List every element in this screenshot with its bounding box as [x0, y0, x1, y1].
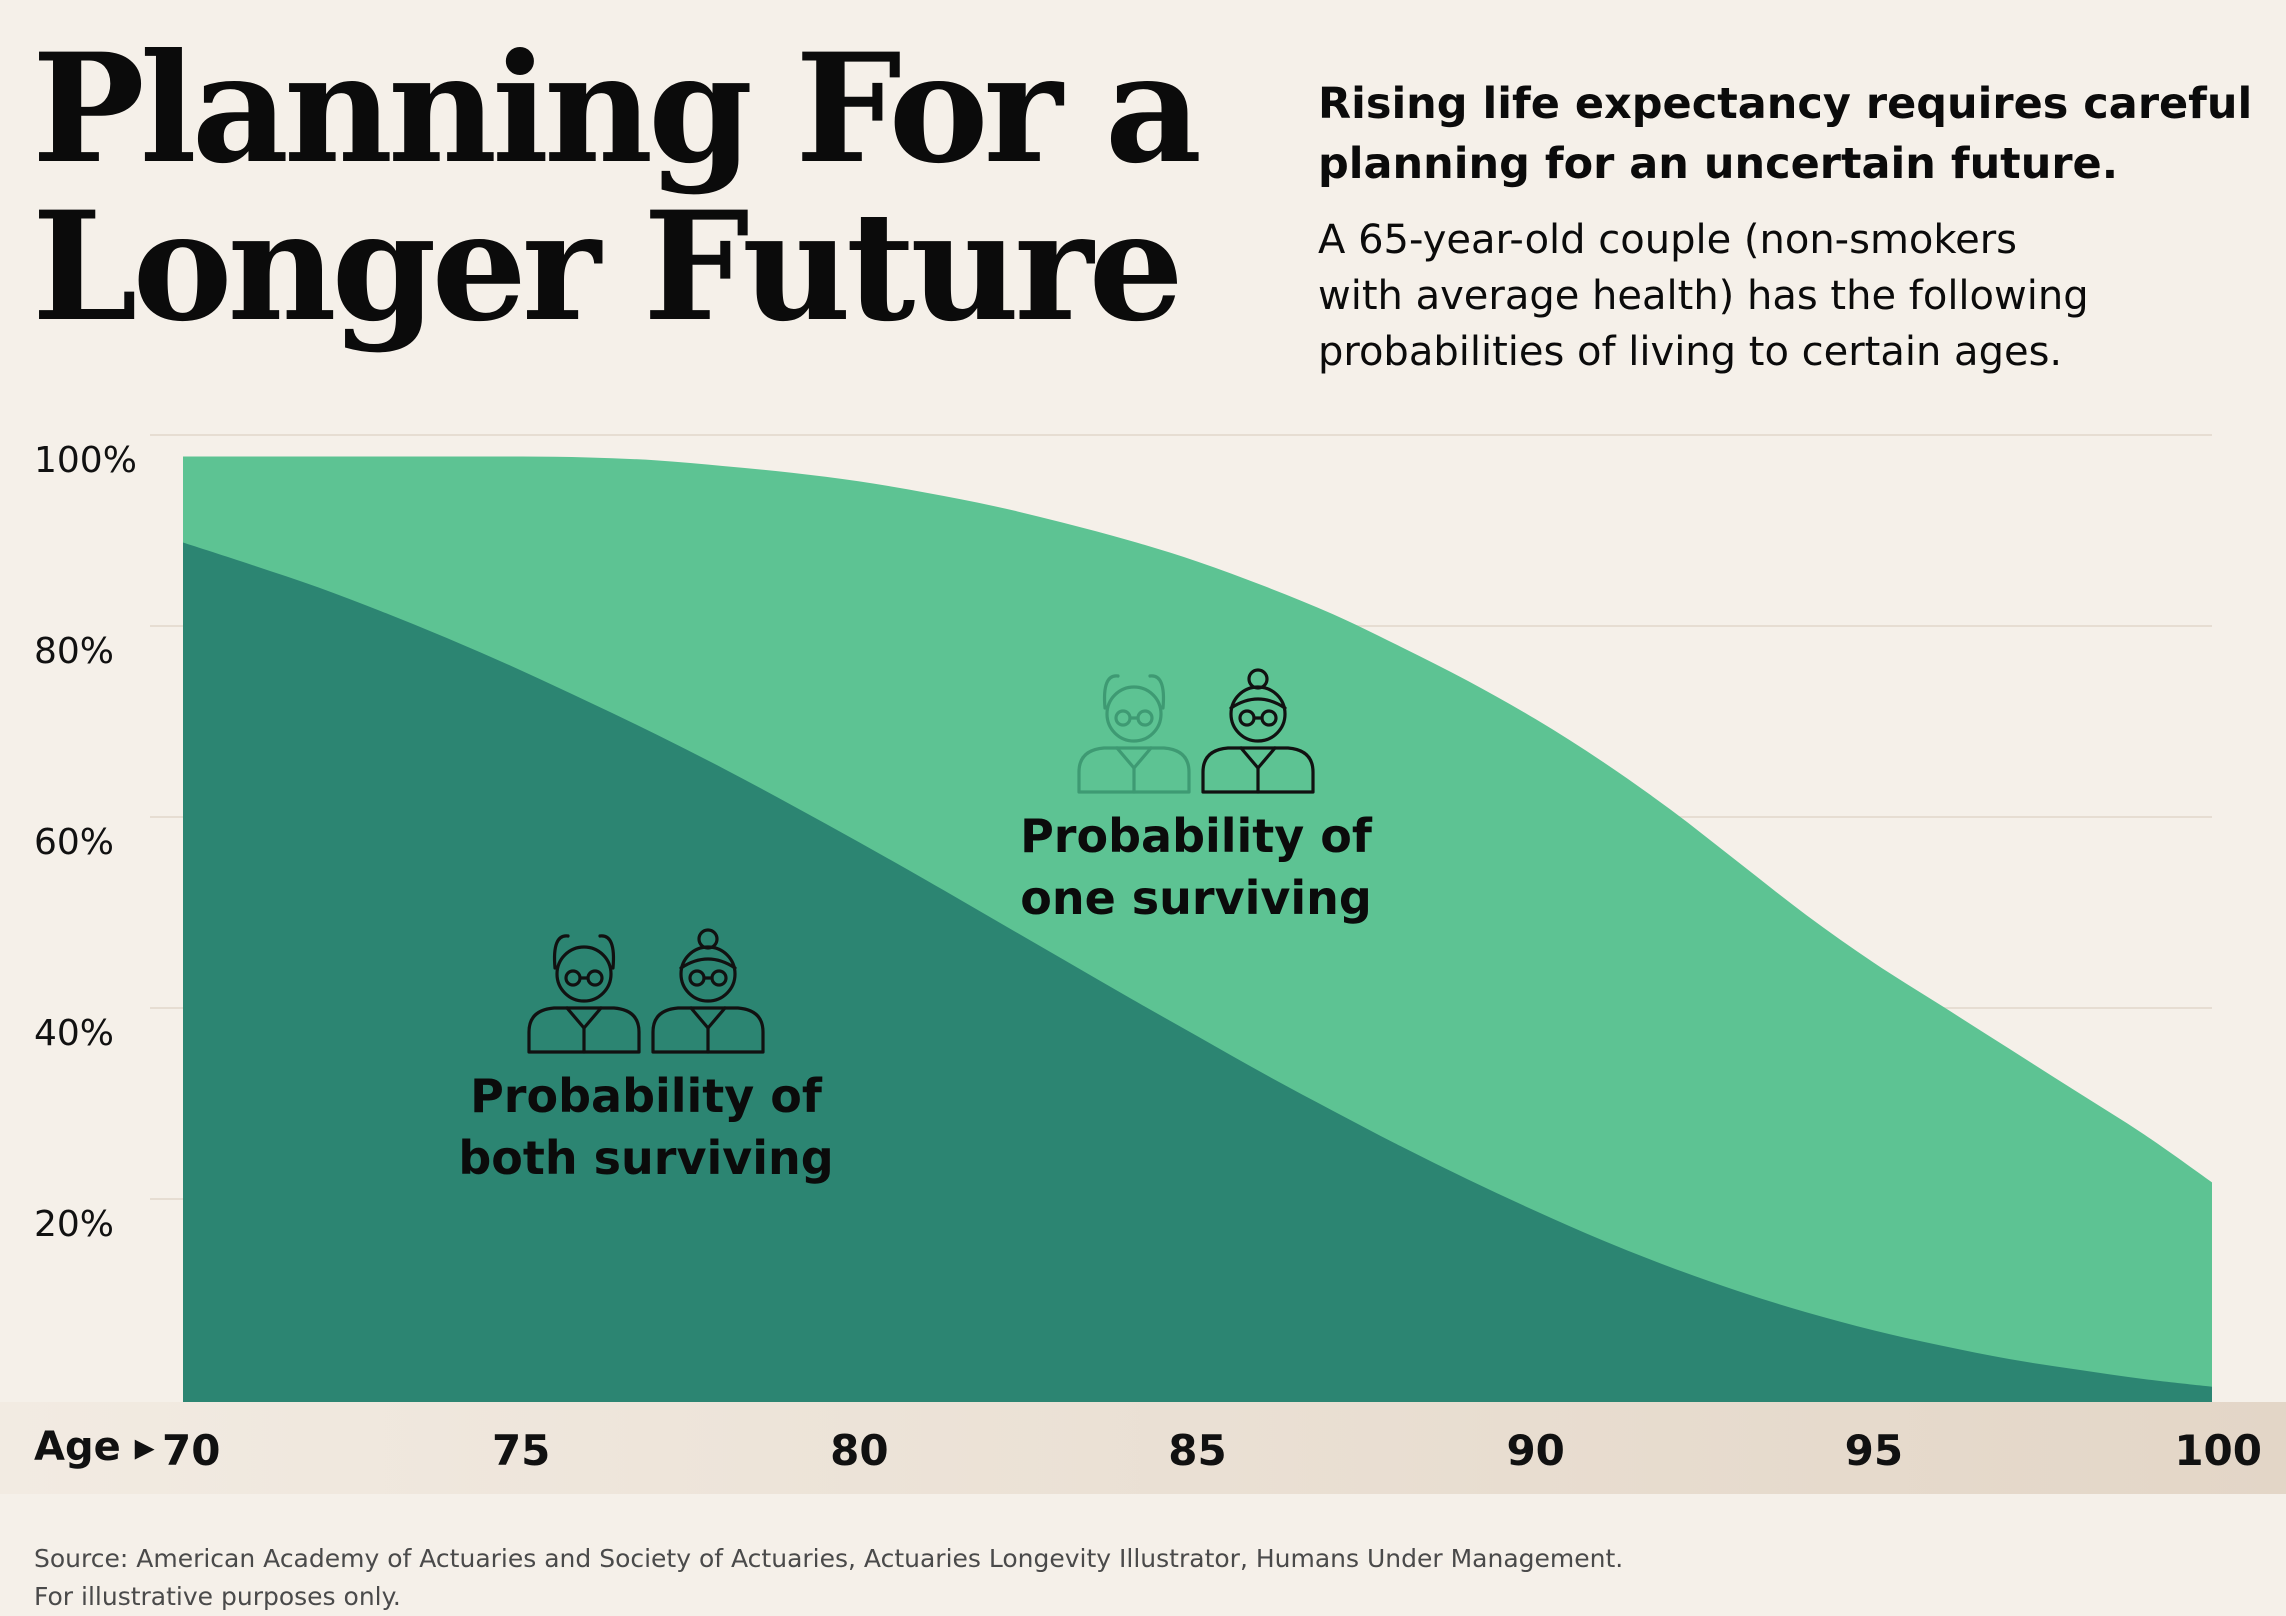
- annotation-label: Probability of: [1020, 809, 1373, 863]
- x-axis-prefix: Age ▸: [34, 1424, 155, 1470]
- x-tick-label: 80: [830, 1426, 888, 1475]
- x-tick-label: 70: [162, 1426, 220, 1475]
- data-areas: [183, 456, 2212, 1402]
- woman-icon: [651, 928, 765, 1054]
- y-tick-label: 40%: [34, 1013, 114, 1054]
- page-title: Planning For a Longer Future: [32, 21, 1202, 355]
- annotation-label: both surviving: [458, 1131, 833, 1185]
- subtitle-line: Rising life expectancy requires careful: [1318, 79, 2253, 129]
- x-axis: Age ▸ 70 75 80 85 90 95 100: [0, 1402, 2286, 1494]
- y-tick-label: 100%: [34, 440, 137, 481]
- annotation-label: Probability of: [470, 1069, 823, 1123]
- description-line: probabilities of living to certain ages.: [1318, 329, 2063, 375]
- description-line: with average health) has the following: [1318, 273, 2089, 319]
- title-line: Longer Future: [32, 179, 1184, 355]
- x-tick-label: 85: [1168, 1426, 1226, 1475]
- x-tick-label: 75: [492, 1426, 550, 1475]
- area-both-surviving: [183, 542, 2212, 1402]
- couple-icon-both-surviving: [527, 928, 765, 1054]
- y-tick-label: 60%: [34, 822, 114, 863]
- annotations: Probability of one surviving Probability o…: [458, 668, 1373, 1185]
- subtitle-line: planning for an uncertain future.: [1318, 139, 2119, 189]
- chart-description: A 65-year-old couple (non-smokers with a…: [1318, 212, 2278, 380]
- x-axis-band: [0, 1402, 2286, 1494]
- woman-icon: [1201, 668, 1315, 794]
- subtitle: Rising life expectancy requires careful …: [1318, 74, 2278, 194]
- source-note: Source: American Academy of Actuaries an…: [34, 1540, 1623, 1616]
- x-tick-label: 100: [2174, 1426, 2262, 1475]
- x-tick-label: 95: [1845, 1426, 1903, 1475]
- title-line: Planning For a: [32, 21, 1202, 197]
- source-line: Source: American Academy of Actuaries an…: [34, 1544, 1624, 1573]
- man-icon: [1077, 674, 1191, 794]
- x-tick-label: 90: [1506, 1426, 1564, 1475]
- man-icon: [527, 934, 641, 1054]
- y-tick-label: 80%: [34, 631, 114, 672]
- annotation-label: one surviving: [1020, 871, 1372, 925]
- couple-icon-one-surviving: [1077, 668, 1315, 794]
- description-line: A 65-year-old couple (non-smokers: [1318, 217, 2018, 263]
- y-axis-ticks: 20% 40% 60% 80% 100%: [34, 440, 137, 1245]
- y-tick-label: 20%: [34, 1204, 114, 1245]
- source-line: For illustrative purposes only.: [34, 1582, 401, 1611]
